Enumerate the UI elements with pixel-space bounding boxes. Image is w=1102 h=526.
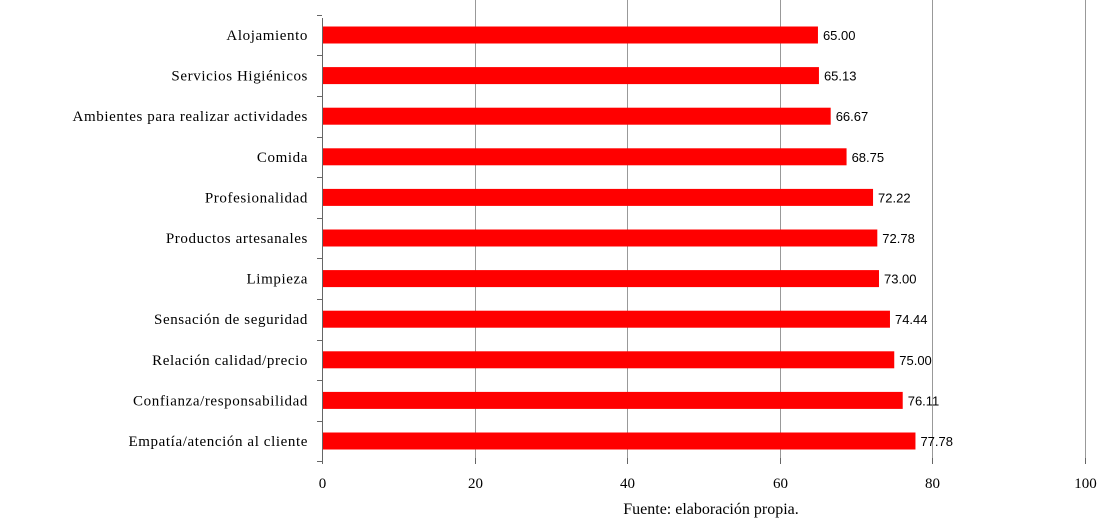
data-label: 76.11	[908, 393, 940, 408]
x-tick-label: 100	[1074, 476, 1097, 492]
x-tick-label: 40	[620, 476, 635, 492]
bars	[323, 26, 916, 450]
bar	[323, 188, 874, 206]
data-label: 74.44	[895, 312, 928, 327]
bar	[323, 432, 916, 450]
bar	[323, 26, 818, 44]
data-label: 75.00	[899, 353, 932, 368]
data-label: 72.22	[878, 190, 911, 205]
x-tick-label: 0	[319, 476, 327, 492]
bar	[323, 310, 890, 328]
category-label: Alojamiento	[226, 28, 308, 44]
data-label: 68.75	[852, 150, 885, 165]
data-label: 73.00	[884, 272, 917, 287]
data-label: 77.78	[920, 434, 953, 449]
bar	[323, 391, 903, 409]
source-note: Fuente: elaboración propia.	[623, 501, 799, 518]
x-tick-label: 60	[773, 476, 788, 492]
axes	[317, 15, 1086, 464]
category-label: Profesionalidad	[205, 190, 308, 206]
x-tick-label: 20	[468, 476, 483, 492]
data-label: 65.13	[824, 69, 857, 84]
bar	[323, 351, 895, 369]
category-label: Sensación de seguridad	[154, 312, 308, 328]
bar	[323, 270, 879, 288]
category-label: Servicios Higiénicos	[171, 69, 308, 85]
category-label: Confianza/responsabilidad	[133, 393, 308, 409]
category-label: Ambientes para realizar actividades	[73, 109, 308, 125]
bar	[323, 107, 831, 125]
bar	[323, 67, 819, 85]
bar	[323, 229, 878, 247]
data-label: 66.67	[836, 109, 869, 124]
category-label: Productos artesanales	[166, 231, 308, 247]
data-label: 72.78	[882, 231, 915, 246]
labels: 0 20 40 60 80 100 Alojamiento 65.00 Servicios Hi…	[73, 28, 1097, 492]
x-tick-label: 80	[925, 476, 940, 492]
category-label: Limpieza	[247, 272, 308, 288]
bar	[323, 148, 847, 166]
data-label: 65.00	[823, 28, 856, 43]
category-label: Relación calidad/precio	[152, 353, 308, 369]
category-label: Comida	[257, 150, 308, 166]
category-label: Empatía/atención al cliente	[129, 434, 308, 450]
